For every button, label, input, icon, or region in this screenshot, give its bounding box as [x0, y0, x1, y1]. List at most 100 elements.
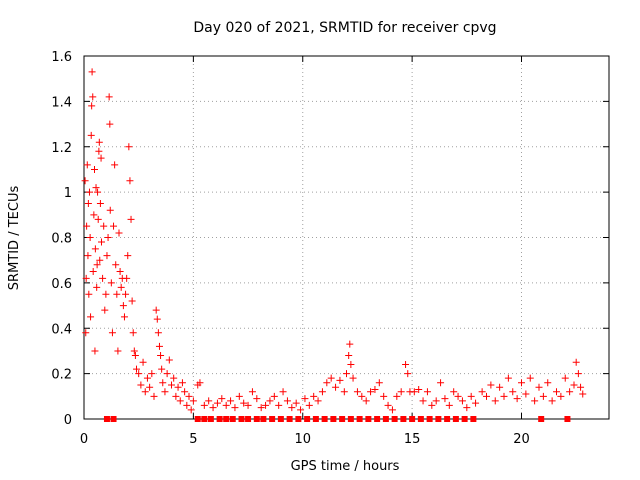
chart-title: Day 020 of 2021, SRMTID for receiver cpv… [193, 20, 496, 36]
y-tick-label: 1 [64, 186, 72, 201]
x-tick-label: 10 [294, 432, 311, 447]
data-point [88, 102, 96, 110]
data-point [185, 392, 193, 400]
data-point [343, 370, 350, 378]
data-point [85, 188, 93, 196]
data-point [332, 383, 340, 391]
data-point [445, 401, 453, 409]
data-point [570, 381, 578, 389]
data-point [227, 397, 235, 405]
data-point [114, 347, 122, 355]
data-point [89, 93, 97, 101]
data-point [419, 397, 427, 405]
data-point [509, 388, 517, 396]
data-point [454, 392, 462, 400]
zero-point [229, 416, 236, 422]
data-point [94, 188, 102, 196]
data-point [323, 379, 331, 387]
data-point [95, 147, 103, 155]
data-point [93, 283, 101, 291]
y-tick-label: 1.2 [51, 141, 72, 156]
data-point [100, 222, 108, 230]
data-point [310, 392, 318, 400]
data-points [81, 68, 587, 422]
data-point [93, 261, 101, 269]
data-point [96, 199, 104, 207]
data-point [168, 381, 175, 389]
data-point [404, 370, 412, 378]
data-point [222, 401, 230, 409]
data-point [102, 290, 110, 298]
data-point [129, 329, 137, 337]
data-point [566, 388, 574, 396]
data-point [176, 397, 184, 405]
data-point [483, 392, 490, 400]
data-point [218, 395, 226, 403]
zero-point [452, 416, 459, 422]
data-point [472, 399, 480, 407]
data-point [126, 177, 134, 185]
data-point [548, 397, 556, 405]
zero-point [223, 416, 230, 422]
data-point [120, 313, 128, 321]
data-point [148, 370, 156, 378]
data-point [535, 383, 543, 391]
y-tick-label: 1.4 [51, 95, 72, 110]
data-point [200, 401, 208, 409]
data-point [513, 395, 521, 403]
data-point [428, 401, 436, 409]
data-point [187, 406, 195, 414]
data-point [95, 138, 103, 146]
data-point [103, 252, 111, 260]
data-point [283, 397, 291, 405]
zero-point [347, 416, 354, 422]
data-point [318, 388, 326, 396]
data-point [135, 370, 143, 378]
data-point [91, 347, 99, 355]
data-point [119, 302, 127, 310]
data-point [172, 392, 180, 400]
zero-point [269, 416, 276, 422]
data-point [522, 390, 530, 398]
data-point [106, 120, 114, 128]
plot-frame [83, 55, 610, 420]
gridlines [84, 56, 609, 419]
data-point [92, 184, 100, 192]
data-point [358, 392, 366, 400]
data-point [94, 215, 102, 223]
data-point [467, 392, 475, 400]
zero-point [201, 416, 208, 422]
data-point [83, 161, 91, 169]
x-axis-label: GPS time / hours [291, 459, 400, 474]
data-point [88, 68, 96, 76]
data-point [122, 290, 130, 298]
data-point [279, 388, 287, 396]
x-tick-label: 0 [80, 432, 88, 447]
data-point [450, 388, 458, 396]
zero-point [356, 416, 363, 422]
data-point [83, 222, 91, 230]
zero-point [365, 416, 372, 422]
zero-point [391, 416, 398, 422]
zero-point [286, 416, 293, 422]
data-point [577, 383, 585, 391]
data-point [248, 388, 256, 396]
zero-point [409, 416, 416, 422]
data-point [458, 397, 466, 405]
data-point [504, 374, 512, 382]
data-point [163, 370, 171, 378]
zero-point [207, 416, 214, 422]
data-point [153, 315, 161, 323]
data-point [336, 376, 344, 384]
data-point [432, 397, 440, 405]
data-point [150, 392, 158, 400]
data-point [384, 401, 392, 409]
data-point [262, 401, 270, 409]
data-point [133, 365, 140, 373]
data-point [205, 397, 213, 405]
data-point [104, 234, 112, 241]
zero-point [194, 416, 201, 422]
zero-point [382, 416, 389, 422]
data-point [86, 234, 94, 241]
data-point [90, 211, 98, 219]
